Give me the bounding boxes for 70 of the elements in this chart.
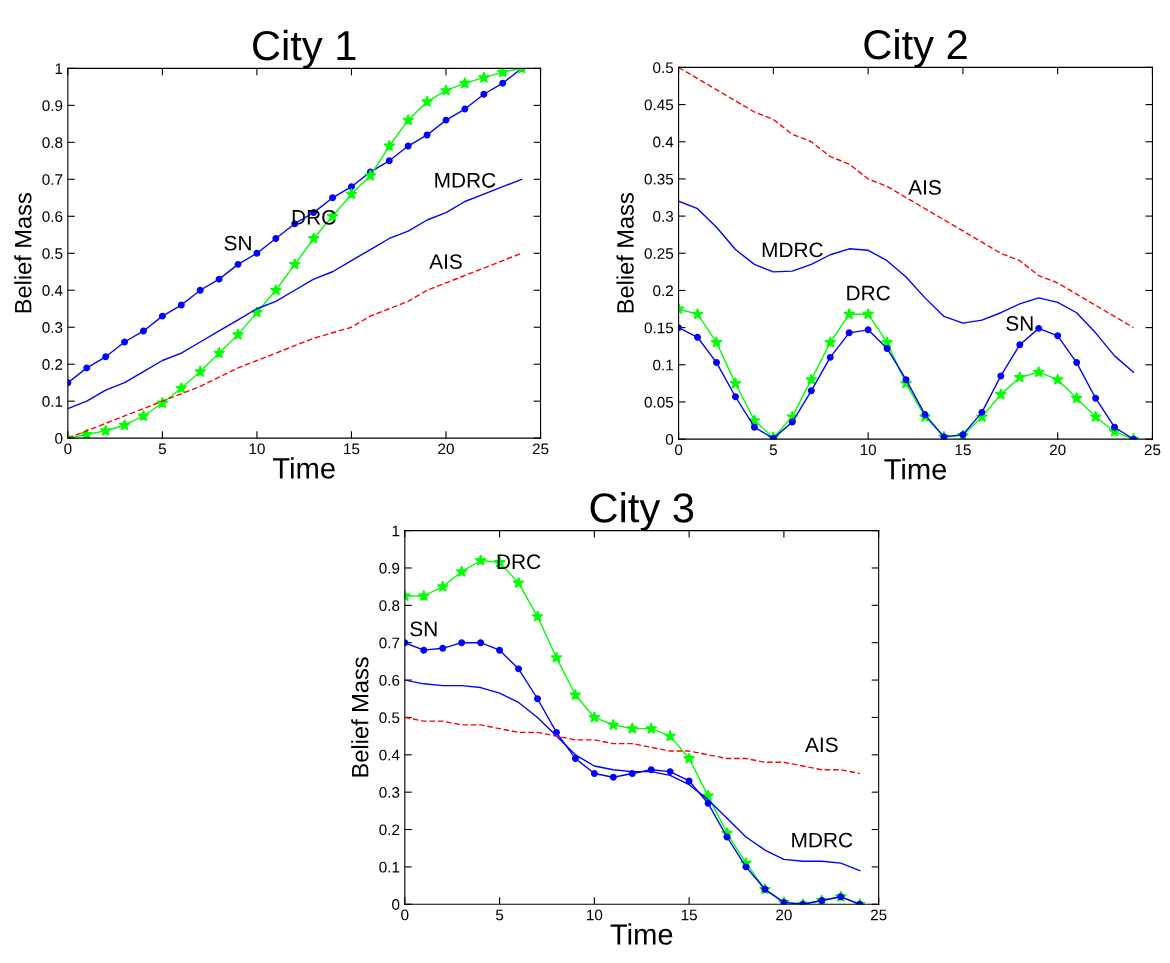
y-tick-label: 0.6 <box>42 211 63 222</box>
x-tick-label: 20 <box>776 909 792 921</box>
y-tick-label: 1 <box>55 63 63 74</box>
y-tick-label: 0.15 <box>644 322 674 334</box>
annotation: MDRC <box>435 172 496 188</box>
y-tick-label: 0.4 <box>42 285 63 296</box>
y-tick-label: 0.45 <box>644 99 674 111</box>
annotation: AIS <box>908 180 941 195</box>
y-tick-label: 0.3 <box>42 322 63 333</box>
x-tick-label: 10 <box>860 444 877 456</box>
y-tick-label: 0.2 <box>653 285 673 297</box>
y-axis-title: Belief Mass <box>616 193 634 313</box>
x-tick-label: 5 <box>769 444 777 456</box>
y-tick-label: 0.9 <box>379 562 400 574</box>
y-tick-label: 0.1 <box>42 396 63 407</box>
x-tick-label: 10 <box>249 443 265 455</box>
y-tick-label: 0.1 <box>379 861 400 873</box>
y-tick-label: 1 <box>392 525 400 537</box>
y-tick-label: 0.8 <box>379 600 400 612</box>
x-tick-label: 20 <box>1049 444 1066 456</box>
x-tick-label: 25 <box>870 909 887 921</box>
y-tick-label: 0.35 <box>644 173 674 185</box>
y-tick-label: 0.9 <box>42 100 63 112</box>
y-tick-label: 0 <box>665 434 674 445</box>
annotation: MDRC <box>762 242 823 258</box>
y-tick-label: 0.4 <box>379 749 400 761</box>
chart-title: City 2 <box>864 28 967 68</box>
annotation: SN <box>224 235 251 251</box>
annotation: MDRC <box>792 832 853 848</box>
x-tick-label: 25 <box>532 443 549 455</box>
y-tick-label: 0.2 <box>379 824 400 836</box>
y-tick-label: 0.05 <box>644 396 674 408</box>
annotation: SN <box>410 621 437 637</box>
x-tick-label: 25 <box>1144 444 1161 456</box>
y-tick-label: 0.1 <box>653 359 673 371</box>
x-tick-label: 15 <box>344 443 360 455</box>
y-tick-label: 0.4 <box>653 136 674 148</box>
y-tick-label: 0.3 <box>379 787 400 798</box>
y-tick-label: 0.25 <box>644 248 674 259</box>
y-tick-label: 0.3 <box>653 210 674 222</box>
y-axis-title: Belief Mass <box>14 193 32 313</box>
y-tick-label: 0.5 <box>379 712 400 724</box>
y-tick-label: 0 <box>55 433 63 444</box>
x-tick-label: 10 <box>587 909 603 921</box>
y-tick-label: 0.7 <box>379 637 400 649</box>
x-tick-label: 15 <box>955 444 971 456</box>
x-axis-title: Time <box>884 458 947 480</box>
chart-title: City 3 <box>590 492 694 531</box>
y-tick-label: 0 <box>392 899 400 910</box>
x-axis-title: Time <box>610 923 673 945</box>
x-axis-title: Time <box>273 457 335 479</box>
chart-title: City 1 <box>253 29 356 69</box>
y-tick-label: 0.2 <box>42 359 63 370</box>
y-tick-label: 0.5 <box>653 62 674 74</box>
y-tick-label: 0.6 <box>379 674 400 686</box>
x-tick-label: 5 <box>495 909 504 921</box>
x-tick-label: 20 <box>438 443 454 455</box>
x-tick-label: 5 <box>158 443 166 455</box>
y-axis-title: Belief Mass <box>351 657 369 777</box>
y-tick-label: 0.7 <box>42 174 63 185</box>
y-tick-label: 0.8 <box>42 137 63 149</box>
annotation: DRC <box>847 285 890 301</box>
y-tick-label: 0.5 <box>42 248 63 259</box>
annotation: AIS <box>429 254 462 270</box>
x-tick-label: 0 <box>674 444 683 456</box>
x-tick-label: 0 <box>401 909 409 921</box>
annotation: AIS <box>805 737 838 753</box>
x-tick-label: 15 <box>681 909 697 921</box>
annotation: SN <box>1006 316 1033 331</box>
x-tick-label: 0 <box>64 443 72 455</box>
